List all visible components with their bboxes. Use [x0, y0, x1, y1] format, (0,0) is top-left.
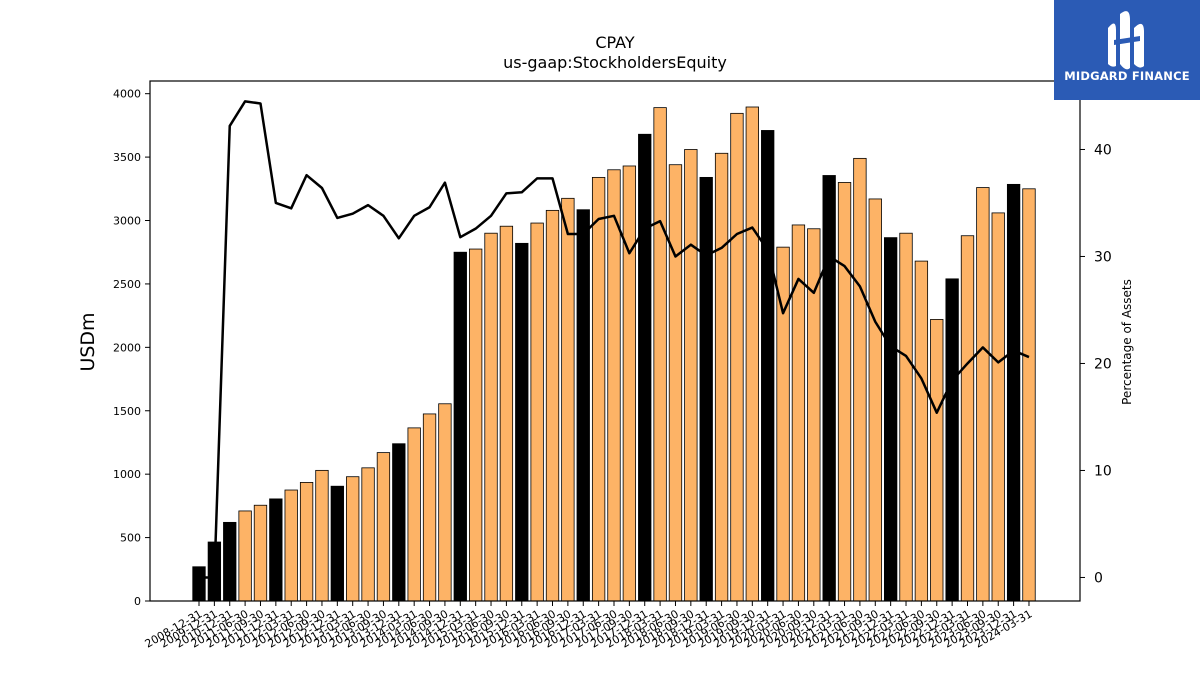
bar-2019-06-30	[730, 112, 744, 602]
bar-2017-03-31	[591, 176, 606, 602]
y2-axis-label: Percentage of Assets	[1120, 279, 1134, 405]
bar-2012-06-30	[299, 482, 314, 602]
bar-2011-12-31	[269, 498, 283, 602]
bar-2022-12-31	[945, 278, 959, 602]
bar-2018-03-31	[653, 107, 667, 602]
bar-series	[192, 106, 1036, 602]
y-tick-label: 2500	[113, 278, 141, 291]
bar-2018-09-30	[684, 149, 698, 602]
x-axis-ticks: 2008-12-312009-12-312010-12-312011-06-30…	[143, 601, 1034, 651]
bar-2015-06-30	[484, 232, 498, 602]
bar-2011-06-30	[238, 510, 252, 602]
bar-2013-03-31	[346, 476, 360, 602]
bar-2014-09-30	[438, 403, 452, 602]
bar-2023-03-31	[960, 235, 975, 602]
midgard-logo-icon	[1108, 11, 1144, 70]
bar-2016-03-31	[530, 222, 544, 602]
bar-2012-12-31	[330, 485, 344, 602]
logo-text: MIDGARD FINANCE	[1064, 69, 1190, 83]
bar-2010-12-31	[223, 521, 237, 602]
bar-2015-03-31	[469, 248, 483, 602]
bar-2008-12-31	[192, 566, 206, 602]
line-series	[199, 100, 1030, 579]
bar-2016-06-30	[545, 209, 560, 602]
y-tick-label: 1000	[113, 468, 141, 481]
y-tick-label: 0	[134, 595, 141, 608]
bar-2021-09-30	[868, 198, 882, 602]
y-tick-label: 4000	[113, 88, 141, 101]
bar-2015-09-30	[499, 225, 514, 602]
bar-2019-12-31	[761, 130, 775, 602]
bar-2013-09-30	[376, 452, 391, 602]
chart-title: CPAY	[595, 33, 635, 52]
y-tick-label: 1500	[113, 405, 141, 418]
bar-2021-06-30	[853, 157, 867, 602]
y2-tick-label: 0	[1094, 570, 1103, 586]
y2-tick-label: 40	[1094, 142, 1112, 158]
y-tick-label: 3500	[113, 151, 141, 164]
logo-badge: MIDGARD FINANCE	[1054, 0, 1200, 100]
bar-2014-03-31	[407, 427, 421, 602]
bar-2013-12-31	[392, 443, 406, 602]
chart-subtitle: us-gaap:StockholdersEquity	[503, 53, 727, 72]
y-tick-label: 2000	[113, 341, 141, 354]
bar-2022-06-30	[914, 260, 929, 602]
bar-2016-12-31	[576, 209, 590, 602]
bar-2017-09-30	[622, 165, 637, 602]
bar-2023-06-30	[976, 187, 990, 602]
bar-2017-06-30	[607, 169, 621, 602]
y2-tick-label: 30	[1094, 249, 1112, 265]
percentage-of-assets-line	[199, 100, 1030, 579]
bar-2023-09-30	[991, 212, 1005, 602]
y-tick-label: 3000	[113, 215, 141, 228]
plot-frame	[149, 80, 1081, 602]
bar-2012-09-30	[315, 469, 329, 602]
y2-tick-label: 10	[1094, 463, 1112, 479]
chart-title-group: CPAY us-gaap:StockholdersEquity	[503, 33, 727, 72]
bar-2024-03-31	[1022, 188, 1036, 602]
y-axis-label: USDm	[77, 312, 99, 371]
bar-2021-12-31	[884, 237, 898, 602]
y-tick-label: 500	[120, 532, 141, 545]
bar-2018-12-31	[699, 176, 713, 602]
bar-2016-09-30	[561, 197, 575, 602]
bar-2014-12-31	[453, 251, 467, 602]
bar-2012-03-31	[284, 489, 298, 602]
bar-2022-09-30	[930, 319, 944, 602]
bar-2019-09-30	[745, 106, 759, 602]
y2-axis-ticks: 0 10 20 30 40	[1080, 142, 1112, 586]
bar-2013-06-30	[361, 467, 375, 602]
y-axis-ticks: 0 500 1000 1500 2000 2500 3000 3500 4000	[113, 88, 150, 608]
bar-2017-12-31	[638, 133, 652, 602]
bar-2011-09-30	[253, 504, 268, 602]
bar-2023-12-31	[1006, 183, 1021, 602]
bar-2018-06-30	[668, 164, 683, 602]
bar-2019-03-31	[714, 152, 729, 602]
bar-2022-03-31	[899, 232, 913, 602]
bar-2020-12-31	[822, 175, 836, 602]
y2-tick-label: 20	[1094, 356, 1112, 372]
bar-2021-03-31	[837, 182, 852, 602]
bar-2015-12-31	[515, 242, 529, 602]
bar-2014-06-30	[422, 413, 437, 602]
